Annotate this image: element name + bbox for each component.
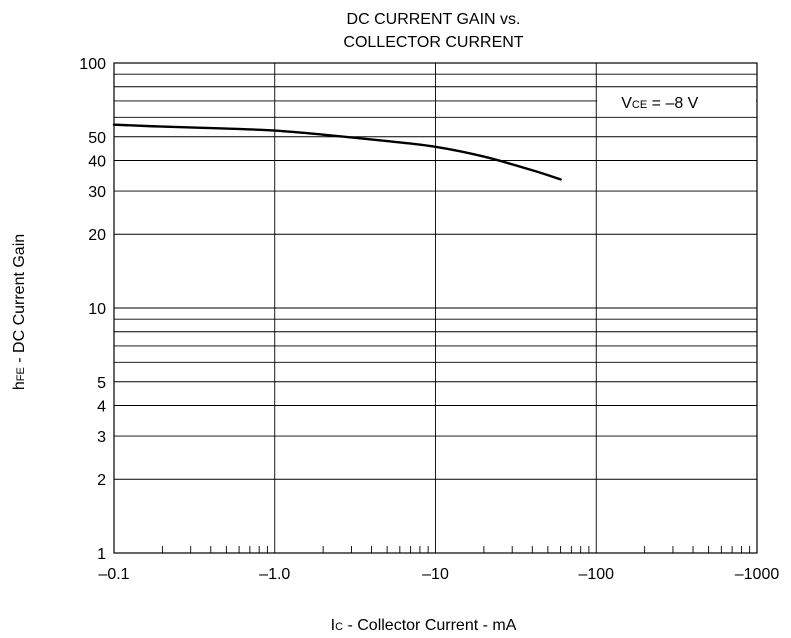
y-tick-label: 1 bbox=[97, 546, 106, 563]
annotation-value: = –8 V bbox=[647, 95, 698, 112]
y-tick-label: 4 bbox=[97, 398, 106, 415]
annotation-subscript: CE bbox=[632, 99, 647, 111]
series-line bbox=[112, 123, 562, 181]
x-tick-label: –10 bbox=[422, 566, 449, 583]
y-axis-label-main: h bbox=[11, 381, 28, 390]
y-tick-label: 3 bbox=[97, 429, 106, 446]
y-tick-label: 50 bbox=[88, 130, 106, 147]
y-axis-tick-labels: 100 50 40 30 20 10 5 4 3 2 1 bbox=[79, 56, 106, 563]
x-axis-tick-labels: –0.1 –1.0 –10 –100 –1000 bbox=[98, 566, 779, 583]
y-tick-label: 100 bbox=[79, 56, 106, 73]
y-tick-label: 20 bbox=[88, 227, 106, 244]
annotation-vce: VCE = –8 V bbox=[621, 95, 698, 112]
x-axis-label-main: I bbox=[331, 617, 335, 634]
x-tick-label: –1.0 bbox=[259, 566, 290, 583]
x-axis-label-rest: - Collector Current - mA bbox=[343, 617, 517, 634]
plot-area-frame bbox=[113, 62, 758, 554]
x-tick-label: –0.1 bbox=[98, 566, 129, 583]
y-tick-label: 30 bbox=[88, 184, 106, 201]
y-axis-label-rest: - DC Current Gain bbox=[11, 234, 28, 367]
y-tick-label: 40 bbox=[88, 153, 106, 170]
y-tick-label: 5 bbox=[97, 375, 106, 392]
y-tick-label: 10 bbox=[88, 301, 106, 318]
chart-title-line-2: COLLECTOR CURRENT bbox=[343, 34, 523, 51]
x-axis-minor-ticks bbox=[161, 546, 751, 553]
x-tick-label: –1000 bbox=[735, 566, 780, 583]
annotation-main: V bbox=[621, 95, 632, 112]
x-tick-label: –100 bbox=[578, 566, 614, 583]
annotation-background bbox=[597, 87, 756, 117]
x-axis-label: IC - Collector Current - mA bbox=[331, 617, 517, 634]
series-group bbox=[112, 123, 562, 181]
x-axis-label-subscript: C bbox=[335, 621, 343, 633]
y-tick-label: 2 bbox=[97, 472, 106, 489]
grid bbox=[113, 62, 758, 554]
chart-title: DC CURRENT GAIN vs. COLLECTOR CURRENT bbox=[343, 11, 523, 51]
y-axis-label: hFE - DC Current Gain bbox=[11, 234, 28, 390]
y-axis-label-subscript: FE bbox=[15, 367, 27, 381]
chart-title-line-1: DC CURRENT GAIN vs. bbox=[347, 11, 521, 28]
